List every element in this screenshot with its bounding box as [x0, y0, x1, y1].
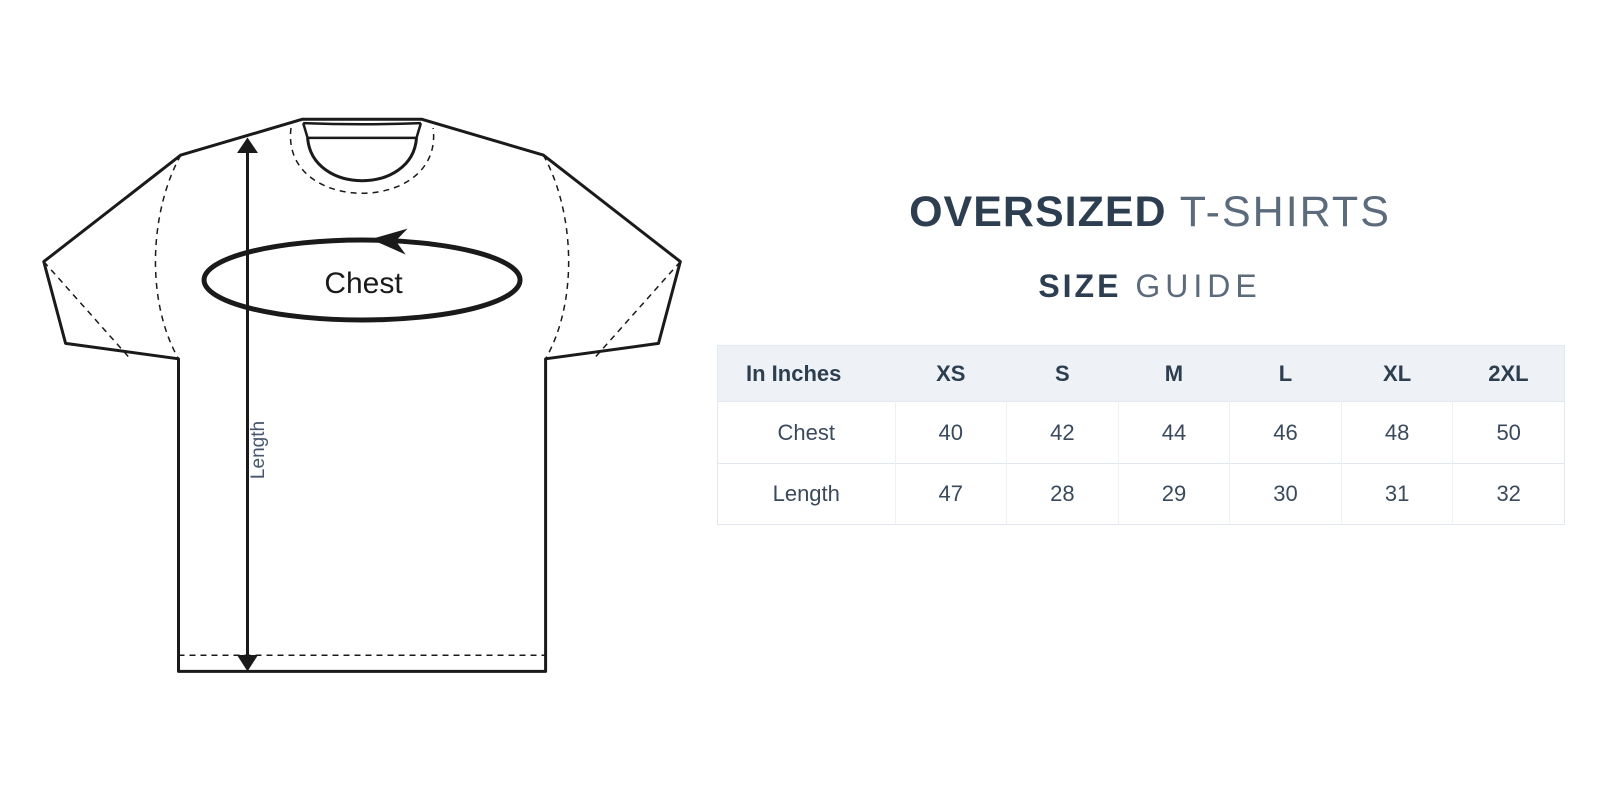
svg-text:Length: Length [248, 421, 269, 479]
svg-text:Chest: Chest [324, 267, 403, 300]
